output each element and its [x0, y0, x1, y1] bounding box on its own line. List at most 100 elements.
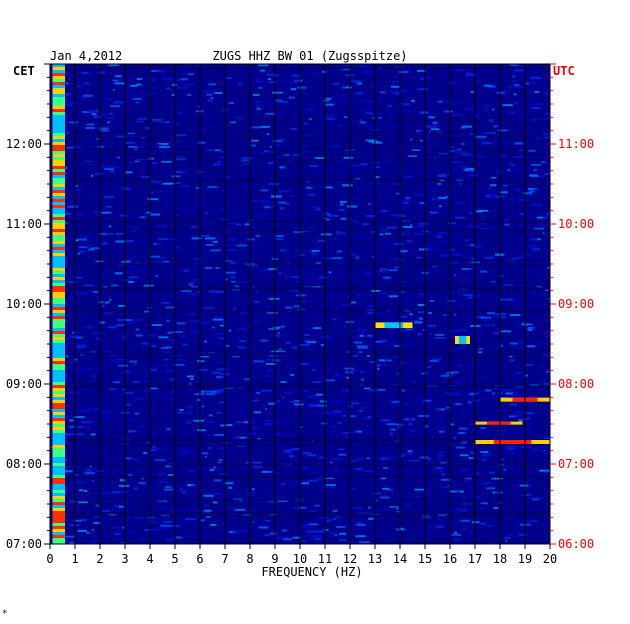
- noise-speck: [273, 156, 282, 159]
- noise-speck: [500, 94, 510, 97]
- noise-speck: [50, 446, 53, 449]
- noise-speck: [380, 477, 387, 480]
- noise-speck: [114, 272, 123, 275]
- noise-speck: [268, 402, 276, 405]
- noise-speck: [308, 396, 315, 399]
- noise-speck: [451, 292, 455, 295]
- noise-speck: [112, 537, 121, 540]
- noise-speck: [480, 316, 492, 319]
- noise-speck: [432, 265, 437, 268]
- noise-speck: [471, 361, 475, 364]
- noise-speck: [518, 224, 522, 227]
- noise-speck: [109, 388, 116, 391]
- noise-speck: [355, 430, 362, 433]
- noise-speck: [98, 301, 105, 304]
- noise-speck: [481, 507, 485, 510]
- noise-speck: [89, 350, 97, 353]
- noise-speck: [83, 426, 91, 429]
- noise-speck: [534, 91, 540, 93]
- noise-speck: [349, 487, 356, 490]
- noise-speck: [386, 113, 396, 116]
- x-tick-label: 7: [221, 552, 228, 566]
- noise-speck: [322, 435, 325, 438]
- noise-speck: [132, 458, 140, 461]
- noise-speck: [417, 132, 423, 135]
- noise-speck: [195, 88, 199, 91]
- noise-speck: [350, 254, 359, 257]
- noise-speck: [432, 197, 435, 200]
- noise-speck: [279, 456, 288, 459]
- noise-speck: [539, 79, 543, 82]
- noise-speck: [63, 165, 67, 168]
- noise-speck: [538, 147, 544, 150]
- noise-speck: [68, 465, 79, 468]
- noise-speck: [152, 366, 161, 369]
- noise-speck: [198, 141, 206, 144]
- noise-speck: [469, 211, 472, 214]
- noise-speck: [491, 176, 497, 179]
- noise-speck: [527, 328, 533, 331]
- noise-speck: [111, 284, 118, 287]
- noise-speck: [545, 332, 550, 335]
- noise-speck: [507, 169, 511, 172]
- noise-speck: [309, 255, 316, 258]
- noise-speck: [219, 361, 228, 364]
- noise-speck: [231, 457, 239, 460]
- noise-speck: [228, 486, 233, 489]
- noise-speck: [387, 334, 394, 337]
- noise-speck: [170, 79, 176, 82]
- noise-speck: [548, 169, 550, 172]
- noise-speck: [367, 523, 371, 525]
- noise-speck: [413, 193, 424, 196]
- noise-speck: [157, 394, 167, 397]
- noise-speck: [94, 515, 102, 518]
- noise-speck: [367, 279, 376, 282]
- noise-speck: [387, 132, 393, 135]
- noise-speck: [492, 332, 497, 335]
- noise-speck: [157, 473, 164, 476]
- low-frequency-cell: [52, 487, 65, 490]
- x-tick-label: 18: [493, 552, 507, 566]
- noise-speck: [401, 416, 409, 419]
- noise-speck: [85, 531, 90, 534]
- noise-speck: [237, 346, 246, 349]
- noise-speck: [340, 68, 351, 71]
- noise-speck: [191, 286, 198, 288]
- noise-speck: [220, 424, 227, 427]
- noise-speck: [417, 224, 426, 227]
- low-frequency-cell: [52, 124, 65, 127]
- low-frequency-cell: [52, 361, 65, 364]
- noise-speck: [458, 490, 464, 493]
- noise-speck: [544, 407, 547, 410]
- noise-speck: [499, 274, 504, 277]
- noise-speck: [292, 507, 297, 510]
- noise-speck: [244, 421, 248, 424]
- noise-speck: [468, 393, 476, 396]
- noise-speck: [481, 377, 493, 380]
- noise-speck: [500, 161, 510, 164]
- noise-speck: [291, 214, 300, 217]
- noise-speck: [394, 158, 403, 161]
- noise-speck: [546, 522, 550, 525]
- noise-speck: [220, 450, 228, 453]
- noise-speck: [168, 411, 173, 413]
- noise-speck: [173, 363, 185, 366]
- noise-speck: [419, 248, 429, 251]
- noise-speck: [544, 85, 550, 88]
- noise-speck: [286, 388, 293, 391]
- noise-speck: [186, 375, 194, 378]
- noise-speck: [337, 422, 342, 425]
- noise-speck: [441, 486, 450, 489]
- noise-speck: [513, 93, 517, 96]
- noise-speck: [272, 139, 283, 142]
- time-tick-label: 08:00: [6, 457, 42, 471]
- noise-speck: [83, 82, 90, 85]
- noise-speck: [198, 351, 205, 354]
- noise-speck: [271, 196, 282, 199]
- noise-speck: [265, 368, 270, 371]
- noise-speck: [127, 346, 132, 349]
- noise-speck: [170, 165, 174, 168]
- noise-speck: [90, 196, 102, 198]
- noise-speck: [420, 77, 424, 80]
- noise-speck: [195, 187, 200, 190]
